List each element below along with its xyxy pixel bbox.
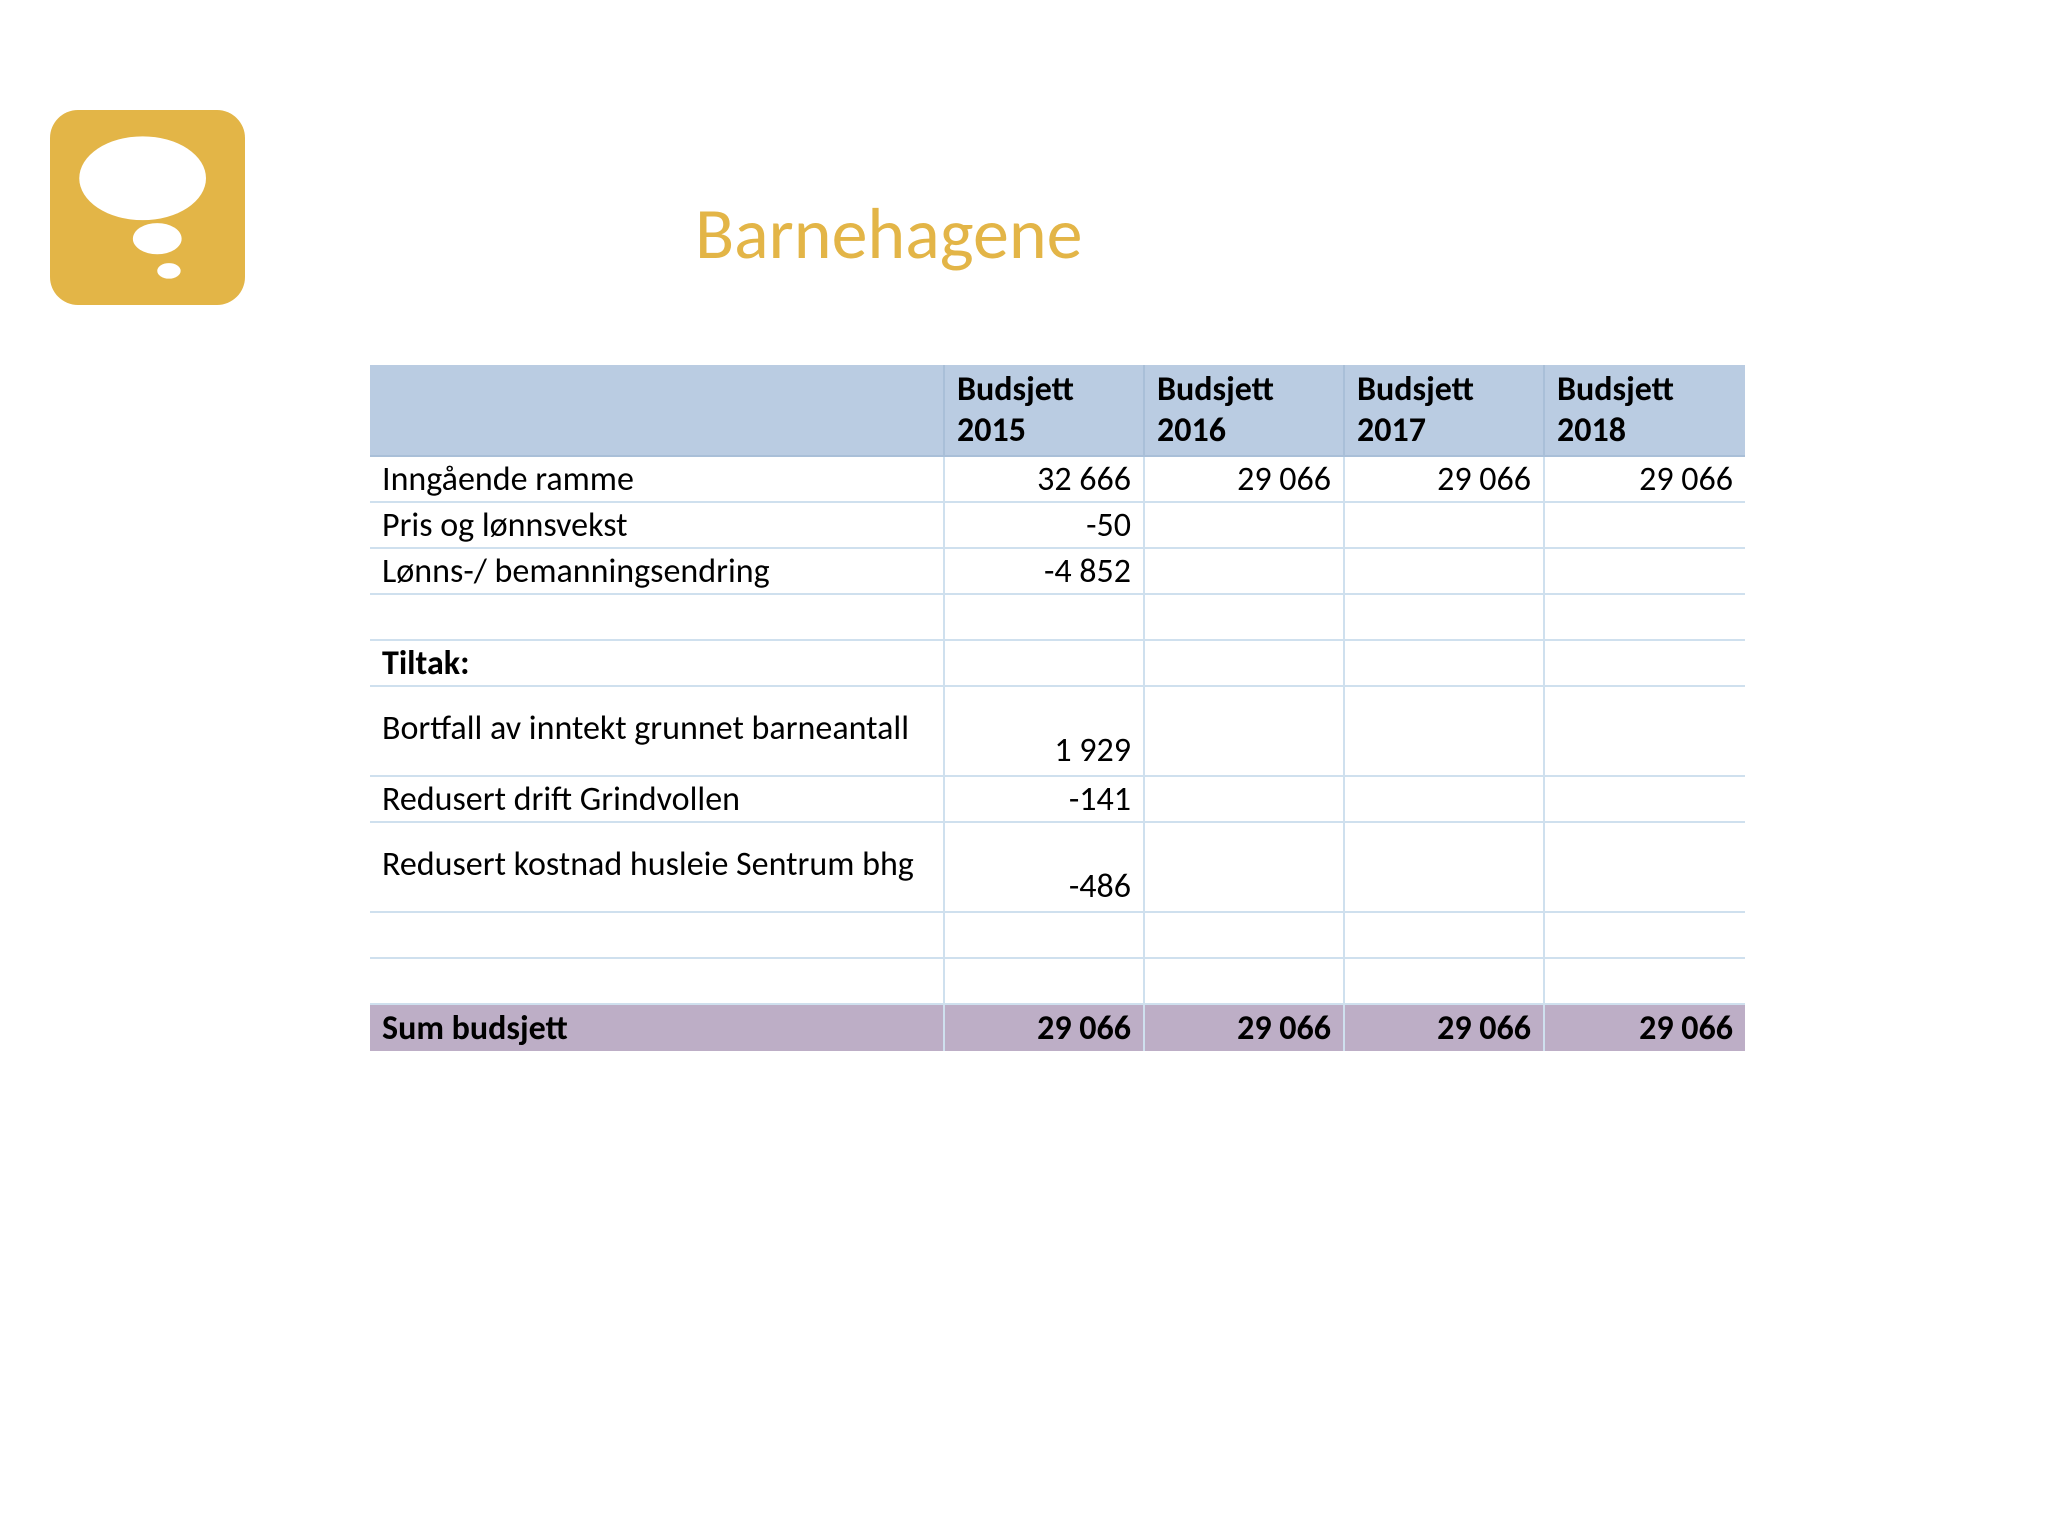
cell-value (1145, 641, 1345, 687)
cell-value (1145, 913, 1345, 959)
sum-value: 29 066 (1545, 1005, 1745, 1051)
cell-value (1345, 823, 1545, 913)
cell-value (1545, 595, 1745, 641)
cell-value: 29 066 (1545, 457, 1745, 503)
table-row: Redusert drift Grindvollen-141 (370, 777, 1745, 823)
cell-value (1145, 503, 1345, 549)
cell-value (1345, 959, 1545, 1005)
cell-value (945, 595, 1145, 641)
cell-value (1545, 503, 1745, 549)
cell-value (1345, 549, 1545, 595)
cell-value (1145, 823, 1345, 913)
sum-label: Sum budsjett (370, 1005, 945, 1051)
table-row: Lønns-/ bemanningsendring-4 852 (370, 549, 1745, 595)
row-label: Lønns-/ bemanningsendring (370, 549, 945, 595)
table-header-row: Budsjett 2015 Budsjett 2016 Budsjett 201… (370, 365, 1745, 457)
speech-bubble-logo-icon (50, 110, 245, 305)
cell-value (945, 913, 1145, 959)
cell-value (945, 959, 1145, 1005)
row-label: Redusert kostnad husleie Sentrum bhg (370, 823, 945, 913)
row-label: Inngående ramme (370, 457, 945, 503)
cell-value (1545, 687, 1745, 777)
cell-value: 1 929 (945, 687, 1145, 777)
cell-value: -50 (945, 503, 1145, 549)
cell-value (945, 641, 1145, 687)
cell-value (1545, 959, 1745, 1005)
cell-value (1145, 959, 1345, 1005)
cell-value (1545, 823, 1745, 913)
table-row: Bortfall av inntekt grunnet barneantall1… (370, 687, 1745, 777)
cell-value: 32 666 (945, 457, 1145, 503)
sum-row: Sum budsjett29 06629 06629 06629 066 (370, 1005, 1745, 1051)
row-label: Pris og lønnsvekst (370, 503, 945, 549)
row-label (370, 595, 945, 641)
table-row: Tiltak: (370, 641, 1745, 687)
cell-value (1345, 595, 1545, 641)
sum-value: 29 066 (1145, 1005, 1345, 1051)
col-header-2018: Budsjett 2018 (1545, 365, 1745, 457)
cell-value (1345, 503, 1545, 549)
row-label (370, 913, 945, 959)
cell-value (1145, 687, 1345, 777)
cell-value (1545, 777, 1745, 823)
col-header-label (370, 365, 945, 457)
cell-value: -4 852 (945, 549, 1145, 595)
col-header-2016: Budsjett 2016 (1145, 365, 1345, 457)
cell-value (1345, 687, 1545, 777)
col-header-2015: Budsjett 2015 (945, 365, 1145, 457)
cell-value (1345, 913, 1545, 959)
cell-value: 29 066 (1145, 457, 1345, 503)
budget-table: Budsjett 2015 Budsjett 2016 Budsjett 201… (370, 365, 1745, 1051)
col-header-2017: Budsjett 2017 (1345, 365, 1545, 457)
sum-value: 29 066 (1345, 1005, 1545, 1051)
cell-value (1545, 913, 1745, 959)
table-row: Inngående ramme32 66629 06629 06629 066 (370, 457, 1745, 503)
cell-value: -486 (945, 823, 1145, 913)
row-label: Bortfall av inntekt grunnet barneantall (370, 687, 945, 777)
table-row (370, 595, 1745, 641)
cell-value (1545, 641, 1745, 687)
table-row: Pris og lønnsvekst-50 (370, 503, 1745, 549)
cell-value (1145, 595, 1345, 641)
table-row (370, 913, 1745, 959)
page-title: Barnehagene (695, 190, 1083, 278)
cell-value (1345, 777, 1545, 823)
cell-value: 29 066 (1345, 457, 1545, 503)
cell-value (1345, 641, 1545, 687)
cell-value (1145, 777, 1345, 823)
sum-value: 29 066 (945, 1005, 1145, 1051)
cell-value: -141 (945, 777, 1145, 823)
cell-value (1145, 549, 1345, 595)
row-label: Redusert drift Grindvollen (370, 777, 945, 823)
table-row: Redusert kostnad husleie Sentrum bhg-486 (370, 823, 1745, 913)
row-label (370, 959, 945, 1005)
table-row (370, 959, 1745, 1005)
row-label: Tiltak: (370, 641, 945, 687)
cell-value (1545, 549, 1745, 595)
